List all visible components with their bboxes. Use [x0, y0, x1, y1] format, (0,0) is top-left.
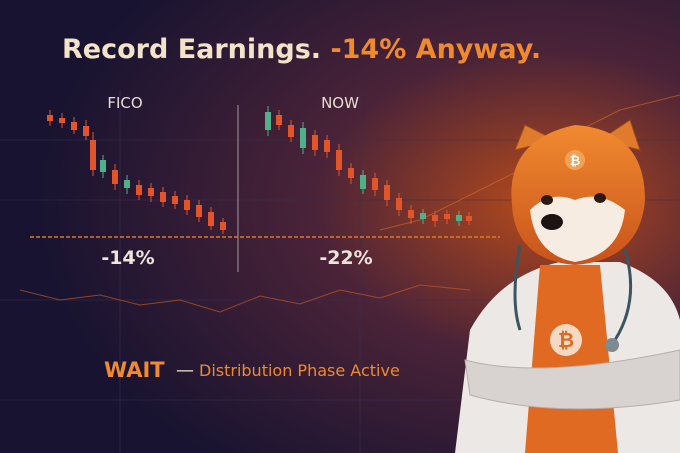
change-label: -14%: [101, 247, 154, 269]
candles-now: [265, 106, 472, 227]
action: WAIT: [104, 358, 165, 382]
status: Distribution Phase Active: [199, 361, 400, 380]
logo: ₿: [570, 154, 581, 169]
shiba-doctor: ₿ ₿: [455, 119, 680, 453]
change-label: -22%: [319, 247, 372, 269]
background-line: [19, 284, 471, 313]
headline: Record Earnings. -14% Anyway.: [62, 34, 541, 65]
logo: ₿: [558, 328, 574, 352]
headline-highlight: -14% Anyway.: [330, 34, 541, 65]
candles-fico: [47, 110, 226, 234]
chart-label: FICO: [107, 94, 142, 112]
chart-label: NOW: [321, 94, 359, 112]
dash: —: [176, 360, 194, 381]
headline-main: Record Earnings.: [62, 34, 321, 65]
